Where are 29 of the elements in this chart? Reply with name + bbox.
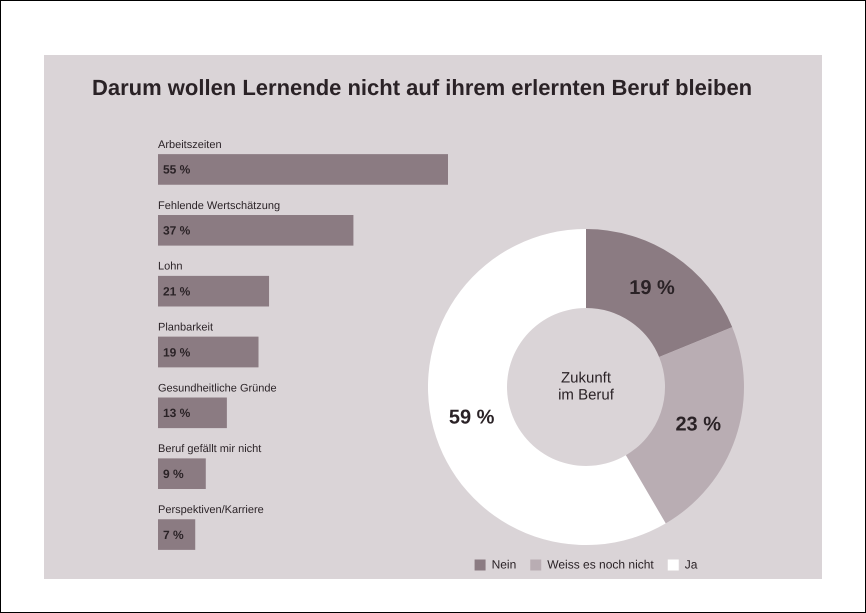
legend-label: Nein bbox=[492, 557, 516, 572]
bar bbox=[158, 398, 227, 428]
y-tick-label: Beruf gefällt mir nicht bbox=[158, 443, 262, 456]
chart-title: Darum wollen Lernende nicht auf ihrem erlernten Beruf bleiben bbox=[92, 75, 752, 101]
data-label: 59 % bbox=[448, 406, 495, 428]
bar bbox=[158, 336, 259, 368]
data-label: 23 % bbox=[675, 414, 722, 436]
legend-label: Ja bbox=[684, 557, 698, 572]
data-label: 55 % bbox=[163, 162, 191, 177]
data-label: 37 % bbox=[163, 224, 191, 238]
legend-label: Weiss es noch nicht bbox=[547, 557, 654, 572]
bar bbox=[158, 276, 270, 306]
bar bbox=[158, 214, 354, 246]
data-label: 13 % bbox=[163, 406, 191, 420]
y-tick-label: Lohn bbox=[158, 260, 182, 273]
bar bbox=[158, 154, 448, 185]
data-label: 19 % bbox=[629, 277, 676, 300]
y-tick-label: Perspektiven/Karriere bbox=[158, 504, 264, 516]
bar bbox=[158, 458, 206, 490]
y-tick-label: Fehlende Wertschätzung bbox=[158, 200, 280, 212]
data-label: 7 % bbox=[163, 528, 184, 542]
data-label: 21 % bbox=[163, 284, 191, 298]
text: Zukunft im Beruf bbox=[558, 370, 615, 404]
data-label: 19 % bbox=[163, 345, 191, 360]
y-tick-label: Planbarkeit bbox=[158, 322, 214, 334]
bar bbox=[158, 519, 196, 550]
data-label: 9 % bbox=[163, 467, 184, 482]
y-tick-label: Arbeitszeiten bbox=[158, 138, 222, 151]
y-tick-label: Gesundheitliche Gründe bbox=[158, 382, 277, 394]
